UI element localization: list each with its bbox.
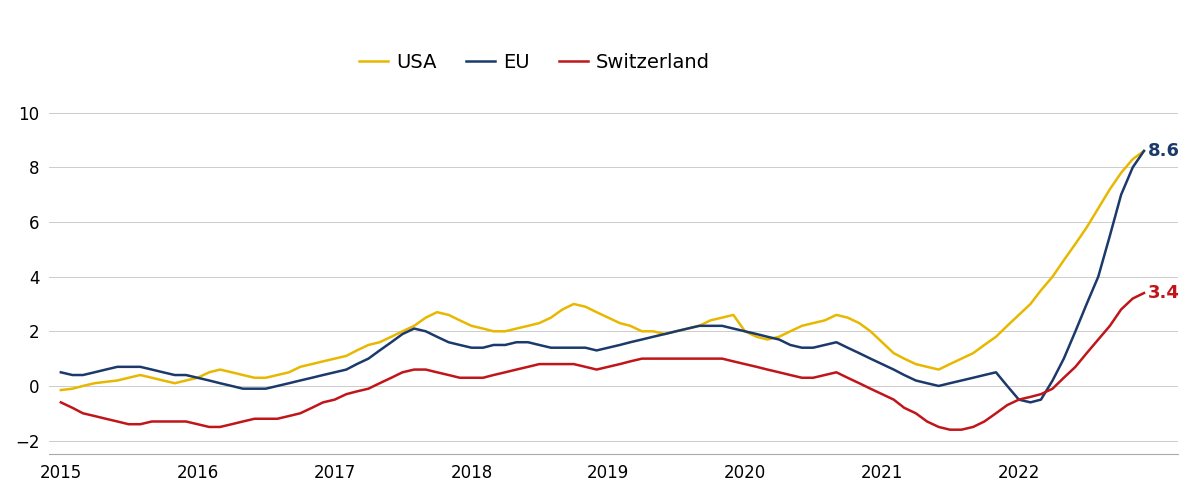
Line: Switzerland: Switzerland	[61, 293, 1144, 430]
Legend: USA, EU, Switzerland: USA, EU, Switzerland	[352, 45, 718, 80]
Line: USA: USA	[61, 151, 1144, 390]
Text: 3.4: 3.4	[1147, 284, 1180, 302]
Text: 8.6: 8.6	[1147, 142, 1180, 160]
Line: EU: EU	[61, 151, 1144, 403]
